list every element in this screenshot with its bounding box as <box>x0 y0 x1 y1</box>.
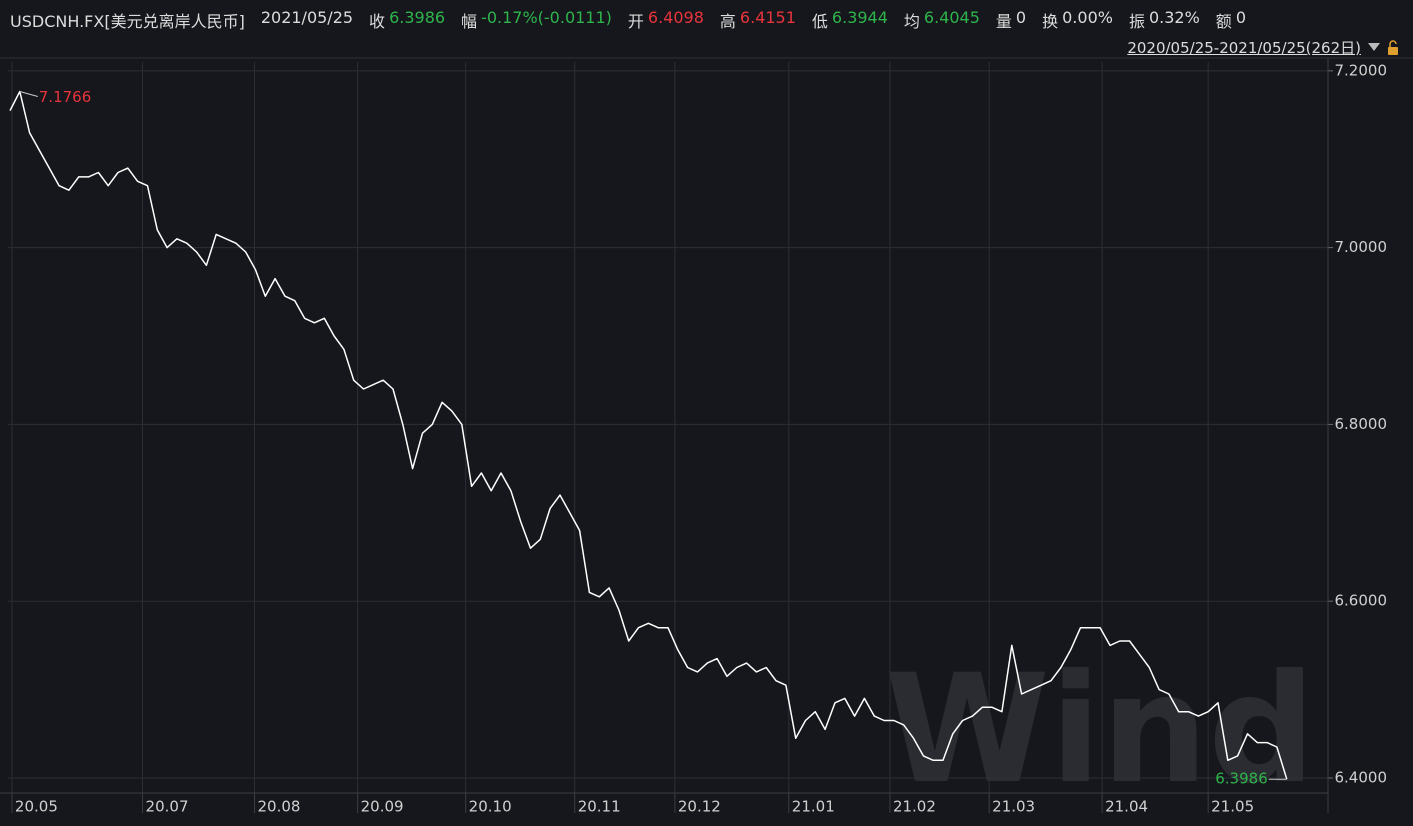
y-tick-label: 7.0000 <box>1335 238 1388 256</box>
x-tick-label: 20.08 <box>258 798 301 816</box>
range-controls[interactable] <box>1367 39 1401 56</box>
field-label: 换 <box>1042 12 1059 31</box>
field-value: 6.4098 <box>647 8 704 27</box>
field-value: 6.3986 <box>389 8 446 27</box>
x-tick-label: 20.09 <box>361 798 404 816</box>
range-row: 2020/05/25-2021/05/25(262日) <box>1127 37 1401 58</box>
lock-shackle[interactable] <box>1389 39 1397 47</box>
low-label: 6.3986 <box>1215 770 1268 788</box>
high-pointer <box>19 91 38 98</box>
field-value: 6.3944 <box>831 8 888 27</box>
x-tick-label: 21.03 <box>992 798 1035 816</box>
price-line <box>9 90 1288 780</box>
field-value: 6.4151 <box>739 8 796 27</box>
symbol: USDCNH.FX[美元兑离岸人民币] <box>10 12 245 31</box>
x-tick-label: 21.02 <box>893 798 936 816</box>
quote-header: USDCNH.FX[美元兑离岸人民币] 2021/05/25 收 6.3986 幅 -… <box>10 8 1262 31</box>
field-value: -0.17%(-0.0111) <box>481 8 612 27</box>
lock-body[interactable] <box>1388 46 1398 55</box>
field-label: 额 <box>1215 12 1232 31</box>
field-label: 幅 <box>461 12 478 31</box>
field-value: 0 <box>1235 8 1246 27</box>
x-tick-label: 20.10 <box>469 798 512 816</box>
field-value: 0 <box>1015 8 1027 27</box>
x-tick-label: 20.11 <box>578 798 621 816</box>
x-tick-label: 20.07 <box>146 798 189 816</box>
dropdown-arrow[interactable] <box>1368 42 1380 51</box>
field-label: 振 <box>1128 12 1145 31</box>
high-label: 7.1766 <box>39 88 92 106</box>
x-tick-label: 20.05 <box>15 798 58 816</box>
watermark: Wind <box>884 643 1315 817</box>
field-label: 收 <box>369 12 386 31</box>
field-label: 量 <box>995 12 1012 31</box>
field-label: 均 <box>903 12 920 31</box>
y-tick-label: 6.4000 <box>1335 768 1388 786</box>
quote-date: 2021/05/25 <box>260 8 354 27</box>
y-tick-label: 6.6000 <box>1335 592 1388 610</box>
field-label: 开 <box>627 12 644 31</box>
field-value: 0.00% <box>1062 8 1113 27</box>
y-tick-label: 6.8000 <box>1335 415 1388 433</box>
x-tick-label: 21.01 <box>792 798 835 816</box>
field-value: 6.4045 <box>923 8 980 27</box>
field-label: 高 <box>719 12 736 31</box>
y-tick-label: 7.2000 <box>1335 61 1388 79</box>
x-tick-label: 21.05 <box>1211 798 1254 816</box>
date-range[interactable]: 2020/05/25-2021/05/25(262日) <box>1127 39 1361 57</box>
x-tick-label: 21.04 <box>1105 798 1148 816</box>
x-tick-label: 20.12 <box>678 798 721 816</box>
field-label: 低 <box>811 12 828 31</box>
field-value: 0.32% <box>1148 8 1200 27</box>
